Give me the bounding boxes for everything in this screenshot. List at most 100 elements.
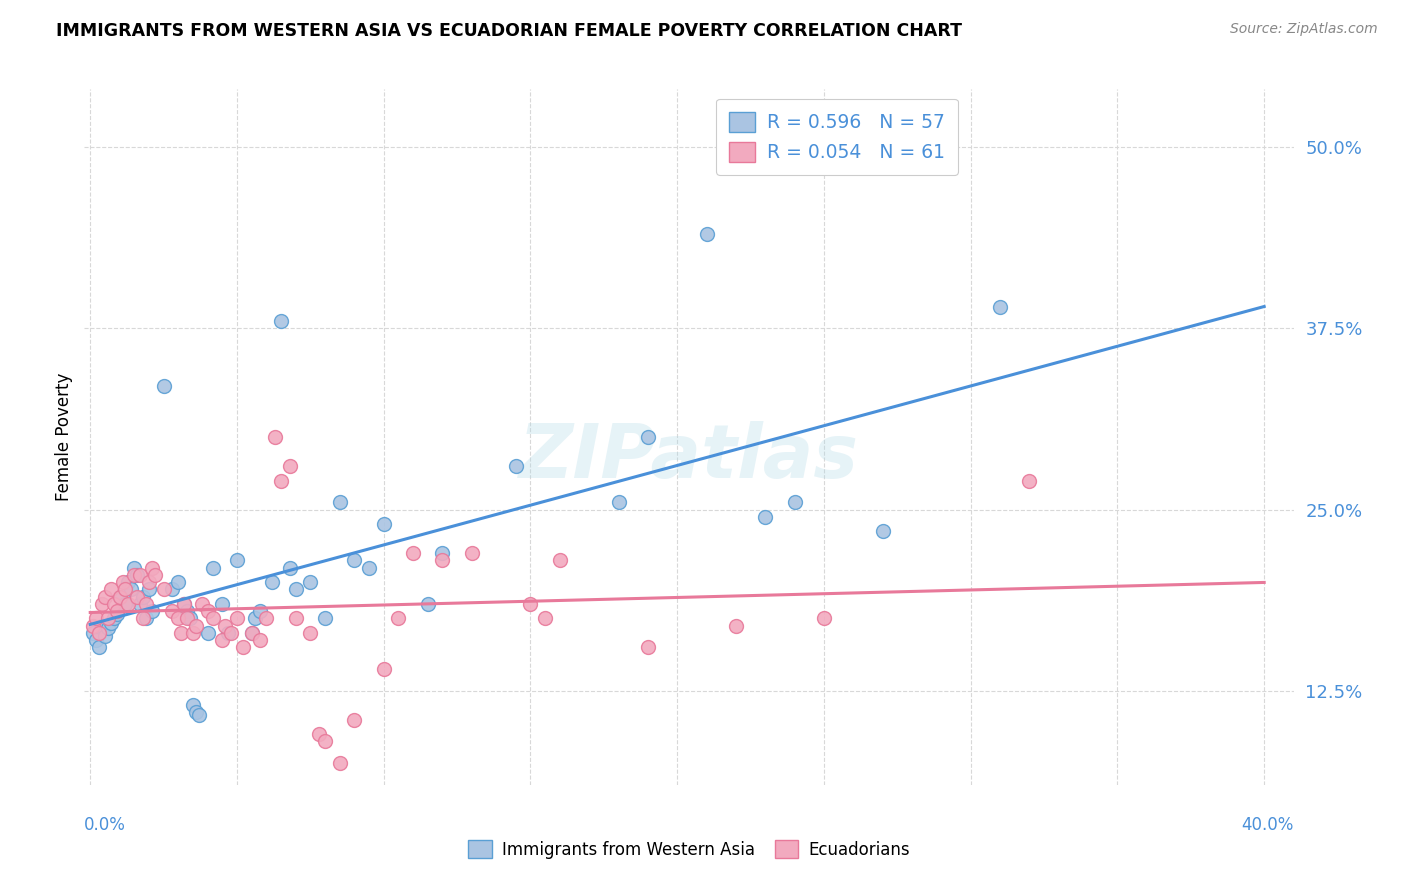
Point — [240, 625, 263, 640]
Point — [202, 611, 225, 625]
Point — [211, 633, 233, 648]
Point — [117, 597, 139, 611]
Point — [813, 611, 835, 625]
Point — [114, 582, 136, 597]
Point — [284, 611, 307, 625]
Text: ZIPatlas: ZIPatlas — [519, 421, 859, 494]
Point — [214, 618, 236, 632]
Point — [534, 611, 557, 625]
Point — [190, 597, 212, 611]
Point — [872, 524, 894, 539]
Point — [179, 611, 201, 625]
Point — [181, 698, 204, 713]
Point — [184, 618, 207, 632]
Point — [416, 597, 439, 611]
Point — [988, 300, 1011, 314]
Point — [173, 597, 195, 611]
Point — [181, 625, 204, 640]
Point — [141, 604, 163, 618]
Point — [105, 604, 128, 618]
Point — [254, 611, 277, 625]
Point — [783, 495, 806, 509]
Point — [278, 458, 301, 473]
Point — [100, 582, 122, 597]
Point — [299, 574, 322, 589]
Point — [270, 474, 292, 488]
Point — [111, 574, 134, 589]
Point — [607, 495, 630, 509]
Point — [217, 625, 239, 640]
Point — [122, 560, 145, 574]
Point — [432, 546, 454, 560]
Point — [170, 625, 193, 640]
Point — [262, 574, 284, 589]
Point — [94, 590, 117, 604]
Point — [387, 611, 409, 625]
Point — [432, 553, 454, 567]
Y-axis label: Female Poverty: Female Poverty — [55, 373, 73, 501]
Point — [373, 517, 395, 532]
Point — [402, 546, 425, 560]
Point — [152, 582, 174, 597]
Point — [82, 618, 104, 632]
Point — [138, 574, 160, 589]
Point — [162, 582, 184, 597]
Point — [91, 597, 114, 611]
Point — [314, 611, 336, 625]
Point — [226, 553, 249, 567]
Point — [249, 633, 271, 648]
Point — [176, 611, 198, 625]
Point — [105, 607, 128, 621]
Point — [97, 611, 120, 625]
Point — [308, 727, 330, 741]
Text: Source: ZipAtlas.com: Source: ZipAtlas.com — [1230, 22, 1378, 37]
Point — [226, 611, 249, 625]
Point — [373, 662, 395, 676]
Point — [162, 604, 184, 618]
Point — [97, 621, 120, 635]
Point — [129, 597, 152, 611]
Point — [264, 430, 287, 444]
Point — [108, 590, 131, 604]
Point — [249, 604, 271, 618]
Point — [127, 567, 149, 582]
Point — [211, 597, 233, 611]
Point — [243, 611, 266, 625]
Point — [284, 582, 307, 597]
Point — [82, 625, 104, 640]
Point — [173, 597, 195, 611]
Point — [754, 509, 776, 524]
Point — [187, 708, 209, 723]
Point — [519, 597, 541, 611]
Point — [724, 618, 747, 632]
Text: IMMIGRANTS FROM WESTERN ASIA VS ECUADORIAN FEMALE POVERTY CORRELATION CHART: IMMIGRANTS FROM WESTERN ASIA VS ECUADORI… — [56, 22, 962, 40]
Point — [329, 495, 352, 509]
Point — [184, 706, 207, 720]
Point — [141, 560, 163, 574]
Point — [240, 625, 263, 640]
Point — [143, 567, 166, 582]
Point — [1018, 474, 1040, 488]
Point — [127, 590, 149, 604]
Point — [637, 640, 659, 655]
Point — [84, 611, 107, 625]
Point — [138, 582, 160, 597]
Point — [129, 567, 152, 582]
Text: 40.0%: 40.0% — [1241, 816, 1294, 834]
Point — [167, 574, 190, 589]
Point — [135, 597, 157, 611]
Point — [87, 640, 110, 655]
Point — [278, 560, 301, 574]
Point — [270, 314, 292, 328]
Point — [299, 625, 322, 640]
Point — [505, 458, 527, 473]
Point — [232, 640, 254, 655]
Point — [91, 618, 114, 632]
Point — [152, 379, 174, 393]
Point — [343, 713, 366, 727]
Text: 0.0%: 0.0% — [84, 816, 127, 834]
Point — [329, 756, 352, 771]
Point — [197, 604, 219, 618]
Point — [637, 430, 659, 444]
Point — [94, 629, 117, 643]
